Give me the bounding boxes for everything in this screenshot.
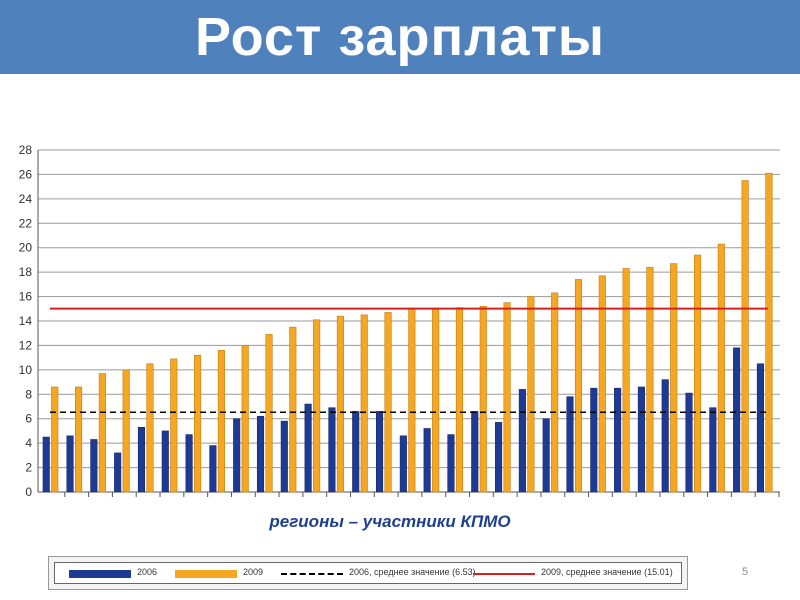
bar-2006 — [542, 418, 550, 493]
bar-2009 — [574, 279, 583, 493]
legend-label-2006: 2006 — [137, 567, 158, 577]
legend-label-mean-2009: 2009, среднее значение (15.01) — [541, 567, 673, 577]
bar-2006 — [280, 420, 288, 493]
bar-2006 — [90, 439, 98, 493]
bar-2009 — [384, 312, 392, 493]
bar-2009 — [527, 296, 535, 493]
bar-2006 — [661, 379, 669, 493]
bar-2006 — [304, 403, 312, 493]
bar-2009 — [646, 266, 654, 493]
y-tick-label: 24 — [19, 192, 33, 206]
bar-2009 — [693, 254, 702, 493]
bar-2009 — [551, 292, 559, 493]
y-tick-label: 14 — [19, 314, 33, 328]
bar-2009 — [622, 268, 630, 493]
bar-2006 — [590, 387, 598, 493]
bar-2009 — [479, 306, 487, 493]
legend-swatch-mean-2009 — [473, 573, 535, 575]
legend-swatch-2006 — [69, 570, 131, 578]
bar-2009 — [170, 358, 178, 493]
y-tick-label: 10 — [19, 363, 33, 377]
bar-2006 — [471, 411, 479, 493]
bar-2006 — [328, 407, 336, 493]
bar-2009 — [217, 350, 225, 493]
page-title: Рост зарплаты — [194, 7, 606, 67]
bar-2009 — [265, 334, 273, 493]
y-tick-label: 22 — [19, 216, 33, 230]
y-tick-label: 6 — [25, 412, 32, 426]
bar-2006 — [209, 445, 217, 493]
bar-2009 — [122, 369, 130, 493]
bar-2006 — [733, 347, 741, 493]
bar-2009 — [336, 315, 344, 493]
bar-2009 — [75, 386, 83, 493]
bar-2009 — [503, 302, 511, 493]
bar-2009 — [408, 308, 416, 493]
bar-2009 — [717, 243, 725, 493]
bar-2006 — [42, 436, 50, 493]
bar-2009 — [741, 180, 749, 493]
bar-2009 — [313, 319, 321, 493]
bar-2006 — [614, 387, 622, 493]
y-tick-label: 28 — [19, 143, 33, 157]
bar-2006 — [256, 415, 265, 493]
bar-2009 — [765, 172, 773, 493]
bar-2006 — [137, 426, 146, 493]
bar-2009 — [289, 326, 297, 493]
y-tick-label: 8 — [25, 387, 32, 401]
legend-label-2009: 2009 — [243, 567, 264, 577]
bar-2009 — [194, 354, 202, 493]
bar-2006 — [495, 422, 503, 493]
legend: 2006 2009 2006, среднее значение (6.53) … — [48, 556, 688, 590]
bar-2006 — [756, 363, 764, 493]
bar-2006 — [447, 434, 455, 493]
legend-label-mean-2006: 2006, среднее значение (6.53) — [349, 567, 476, 577]
y-tick-label: 0 — [25, 485, 32, 499]
bar-2009 — [98, 373, 106, 493]
y-tick-label: 4 — [25, 436, 32, 450]
bar-2006 — [352, 411, 360, 493]
bar-2006 — [185, 434, 193, 493]
y-tick-label: 20 — [19, 241, 33, 255]
title-bar: Рост зарплаты — [0, 0, 800, 74]
bar-2009 — [51, 386, 59, 493]
bar-2006 — [233, 418, 241, 493]
bar-2006 — [66, 435, 74, 493]
bar-2009 — [146, 363, 154, 493]
bar-2006 — [518, 389, 526, 493]
bar-2006 — [399, 435, 407, 493]
y-tick-label: 16 — [19, 290, 33, 304]
bar-2009 — [241, 345, 249, 493]
bar-2009 — [360, 314, 368, 493]
y-tick-label: 18 — [19, 265, 33, 279]
bar-2009 — [670, 263, 678, 493]
bar-2006 — [566, 396, 574, 493]
bar-2009 — [432, 308, 440, 493]
page-number: 5 — [742, 566, 749, 578]
legend-swatch-2009 — [175, 570, 237, 578]
bar-2006 — [375, 411, 384, 493]
legend-frame: 2006 2009 2006, среднее значение (6.53) … — [54, 562, 682, 584]
bar-2009 — [598, 275, 606, 493]
bar-2006 — [709, 407, 717, 493]
y-tick-label: 2 — [25, 461, 32, 475]
x-axis-label: регионы – участники КПМО — [269, 512, 511, 531]
bar-2006 — [637, 386, 645, 493]
bar-2006 — [161, 430, 169, 493]
bar-2006 — [423, 428, 431, 493]
legend-swatch-mean-2006 — [281, 573, 343, 575]
bar-2009 — [455, 307, 464, 493]
y-tick-label: 26 — [19, 167, 33, 181]
bar-2006 — [114, 452, 122, 493]
y-tick-label: 12 — [19, 338, 33, 352]
bar-2006 — [685, 392, 693, 493]
